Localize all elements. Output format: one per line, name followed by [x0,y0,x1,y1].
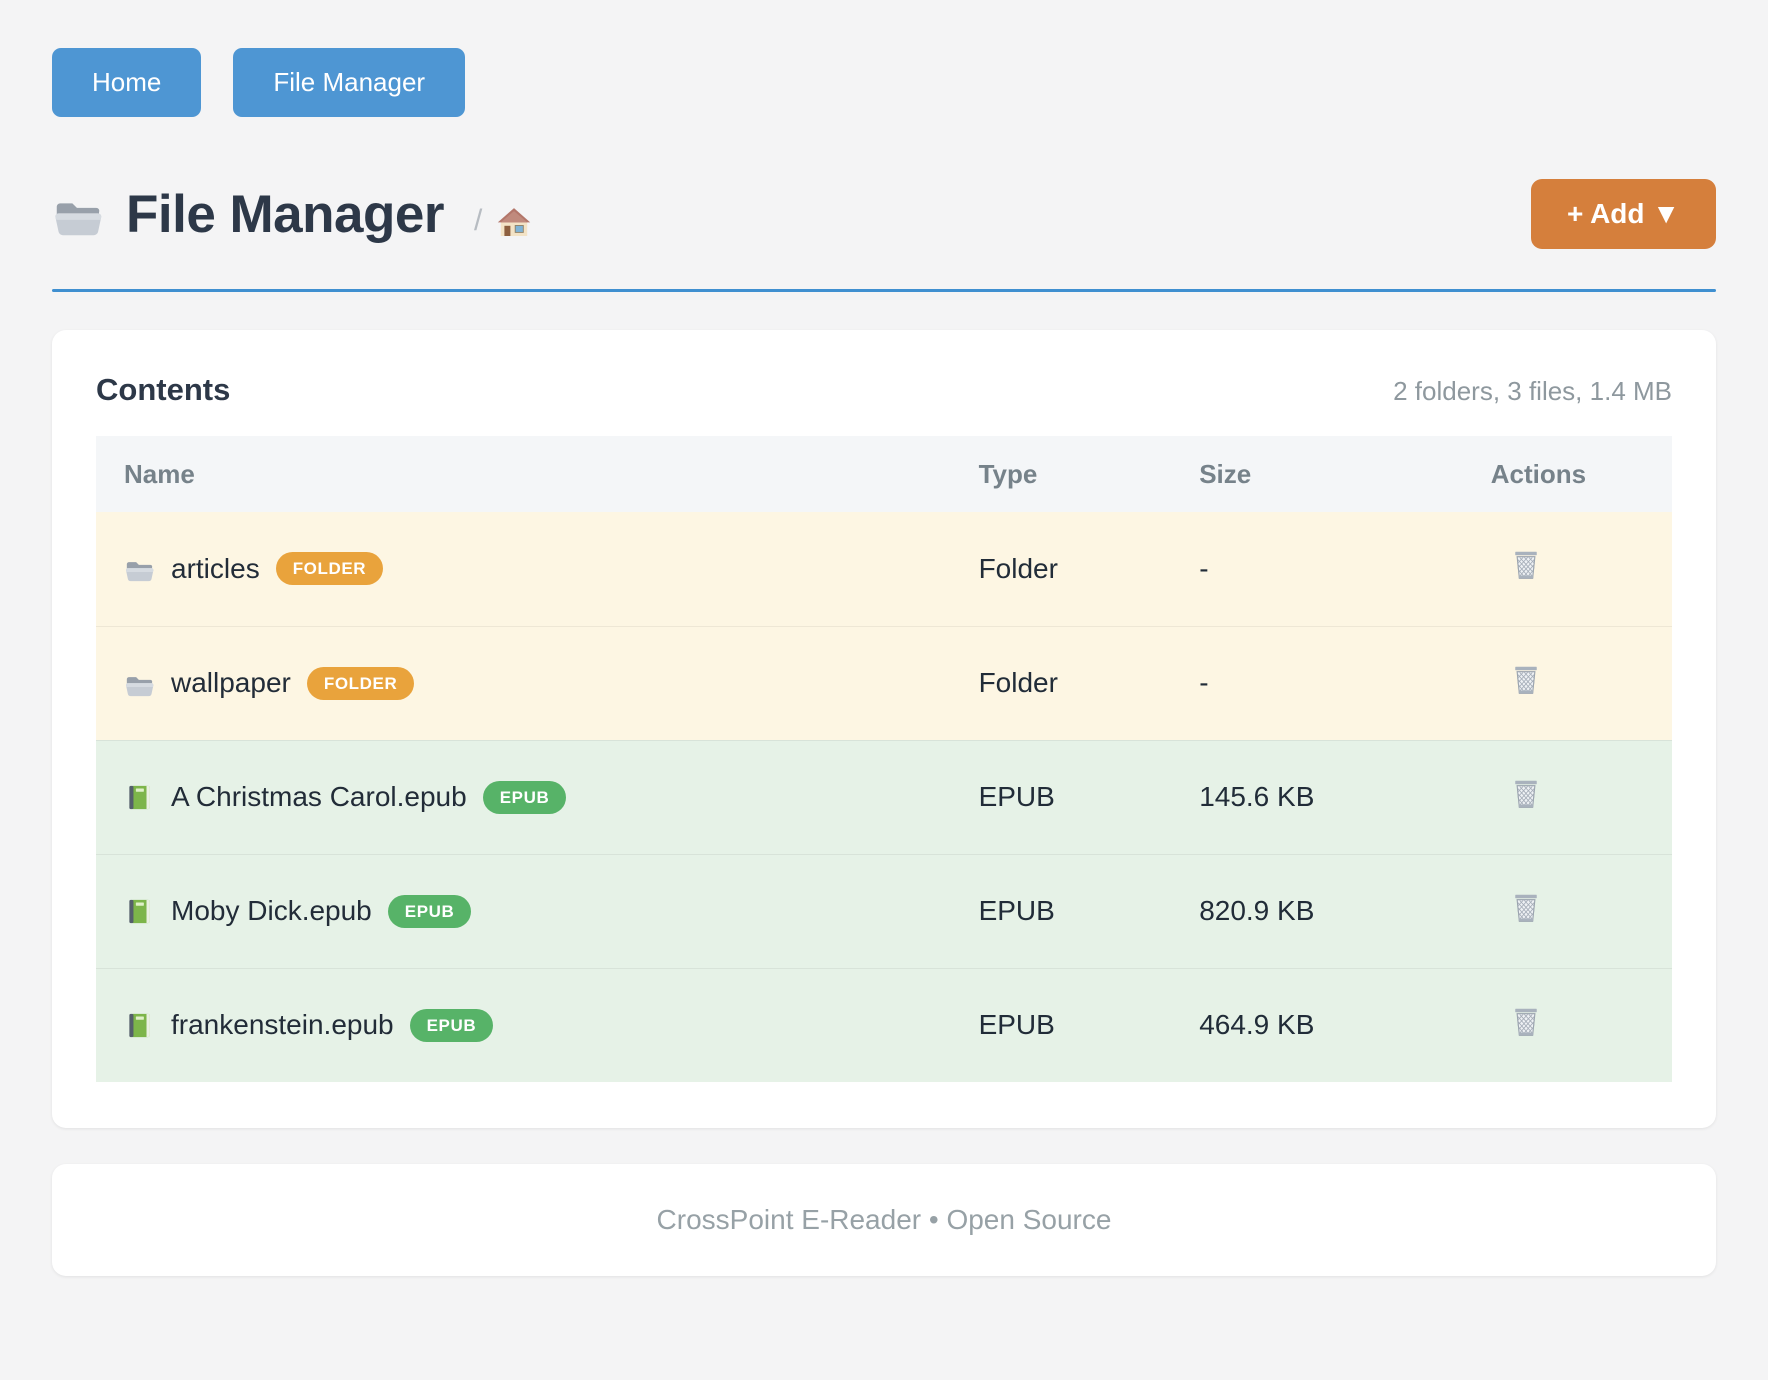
file-name[interactable]: Moby Dick.epub [171,895,372,926]
contents-title: Contents [96,372,231,407]
type-cell: EPUB [978,967,1200,1082]
breadcrumb-separator: / [473,204,483,237]
home-button[interactable]: Home [52,48,202,117]
table-row: wallpaper FOLDER Folder - [96,625,1672,740]
table-row: articles FOLDER Folder - [96,512,1672,626]
size-cell: - [1199,625,1491,740]
home-icon[interactable] [496,204,532,238]
book-icon [129,1013,150,1037]
file-name[interactable]: wallpaper [171,667,291,698]
trash-icon [1514,551,1538,580]
delete-button[interactable] [1511,777,1541,811]
type-badge: FOLDER [306,666,415,700]
book-icon [129,899,150,923]
footer-text: CrossPoint E-Reader • Open Source [656,1204,1112,1235]
footer: CrossPoint E-Reader • Open Source [52,1164,1716,1276]
table-row: Moby Dick.epub EPUB EPUB 820.9 KB [96,853,1672,968]
contents-card: Contents 2 folders, 3 files, 1.4 MB Name… [52,330,1716,1128]
contents-header: Contents 2 folders, 3 files, 1.4 MB [96,372,1672,408]
column-header-name: Name [96,436,979,512]
breadcrumb: / [474,204,532,238]
title-group: File Manager / [52,184,532,245]
trash-icon [1514,779,1538,808]
delete-button[interactable] [1511,663,1541,697]
delete-button[interactable] [1511,1005,1541,1039]
column-header-size: Size [1199,436,1491,512]
type-cell: Folder [978,552,1058,584]
type-badge: EPUB [409,1008,494,1042]
file-name[interactable]: frankenstein.epub [171,1009,394,1041]
type-cell: EPUB [978,853,1200,968]
delete-button[interactable] [1511,891,1541,925]
folder-icon [126,676,154,696]
add-button[interactable]: + Add ▼ [1530,179,1716,249]
trash-icon [1514,1007,1538,1036]
size-cell: - [1199,552,1209,584]
book-icon [129,785,150,809]
file-name[interactable]: A Christmas Carol.epub [171,781,467,812]
size-cell: 464.9 KB [1199,967,1491,1082]
size-cell: 820.9 KB [1199,853,1491,968]
type-badge: EPUB [482,780,567,814]
file-manager-button[interactable]: File Manager [233,48,466,117]
file-name[interactable]: articles [171,552,260,584]
type-badge: FOLDER [275,552,384,586]
type-cell: EPUB [978,739,1200,854]
table-row: A Christmas Carol.epub EPUB EPUB 145.6 K… [96,739,1672,854]
trash-icon [1514,893,1538,922]
type-badge: EPUB [387,894,472,928]
size-cell: 145.6 KB [1199,739,1491,854]
title-divider [52,289,1716,292]
type-cell: Folder [978,625,1200,740]
page-title: File Manager [126,184,444,244]
delete-button[interactable] [1511,548,1541,582]
folder-icon [55,203,102,236]
column-header-type: Type [978,436,1200,512]
trash-icon [1514,665,1538,694]
file-table: Name Type Size Actions articles FOLDER [96,436,1672,1082]
top-nav: Home File Manager [52,48,1716,117]
table-row: frankenstein.epub EPUB EPUB 464.9 KB [96,967,1672,1082]
contents-summary: 2 folders, 3 files, 1.4 MB [1393,376,1672,406]
table-header-row: Name Type Size Actions [96,436,1672,512]
column-header-actions: Actions [1490,436,1672,512]
folder-icon [126,562,154,582]
page-header: File Manager / + Add ▼ [52,179,1716,249]
page: Home File Manager File Manager / + Add ▼… [52,48,1716,1276]
